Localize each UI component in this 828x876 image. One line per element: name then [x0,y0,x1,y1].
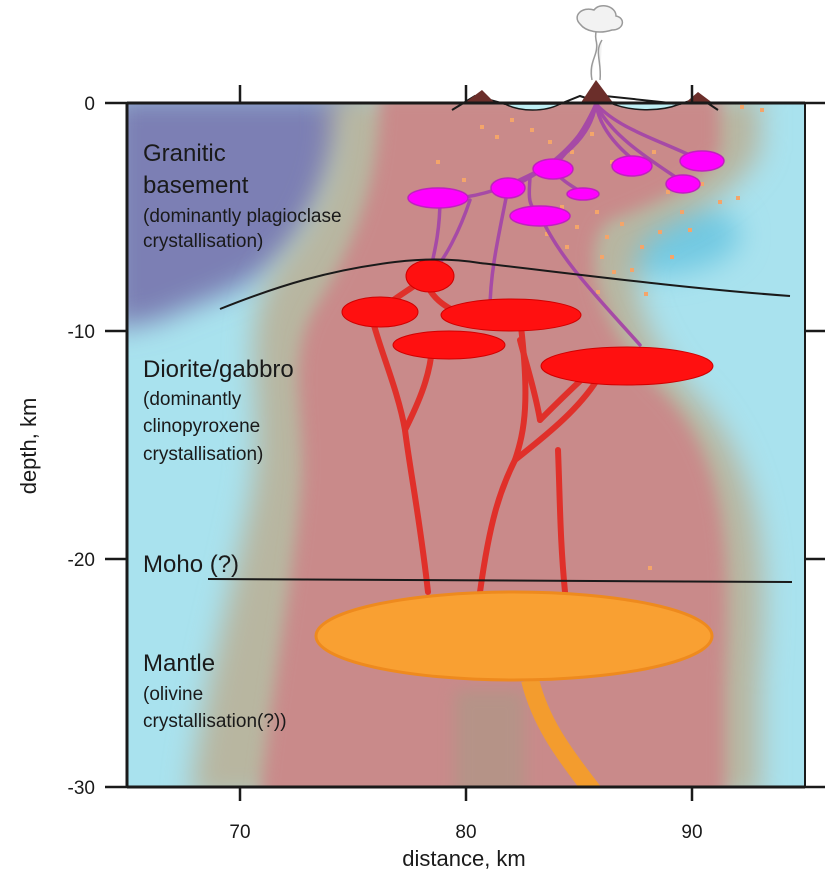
deep-conduit [521,677,602,787]
shallow-reservoir [611,155,653,177]
mantle-note-line2: crystallisation(?)) [143,711,287,732]
shallow-reservoir [509,205,571,227]
x-axis-ticks: 70 80 90 [229,85,703,843]
seismicity-dots [436,105,764,570]
shallow-reservoir [566,187,600,201]
shallow-reservoir [490,177,526,199]
shallow-reservoir [665,174,701,194]
y-tick-label: -20 [68,550,95,571]
y-axis-ticks: 0 -10 -20 -30 [68,94,825,799]
shallow-reservoir [407,187,469,209]
diorite-note-line2: clinopyroxene [143,416,260,437]
x-tick-label: 70 [229,822,250,843]
diorite-gabbro-label: Diorite/gabbro (dominantly clinopyroxene… [143,356,294,465]
mid-reservoir [440,298,582,332]
x-tick-label: 80 [455,822,476,843]
diorite-title: Diorite/gabbro [143,356,294,383]
eruption-plume [576,5,624,81]
diorite-note-line3: crystallisation) [143,444,263,465]
y-tick-label: 0 [84,94,95,115]
granitic-note-line1: (dominantly plagioclase [143,206,342,227]
mid-reservoir [392,330,506,360]
x-tick-label: 90 [681,822,702,843]
mantle-note-line1: (olivine [143,684,203,705]
mid-reservoir [405,259,455,293]
mantle-label: Mantle (olivine crystallisation(?)) [143,650,287,732]
volcano-cones [463,80,714,104]
granitic-basement-label: Granitic basement (dominantly plagioclas… [143,140,342,252]
y-tick-label: -10 [68,322,95,343]
moho-label: Moho (?) [143,551,239,578]
mid-reservoir [540,346,714,386]
granitic-title-line1: Granitic [143,140,226,167]
shallow-reservoirs [407,150,725,227]
mid-reservoirs [341,259,714,386]
y-axis-title: depth, km [16,398,41,495]
y-tick-label: -30 [68,778,95,799]
shallow-reservoir [679,150,725,172]
basement-boundary-line [219,258,791,310]
mantle-title: Mantle [143,650,215,677]
granitic-title-line2: basement [143,172,249,199]
moho-line [207,578,793,583]
shallow-reservoir [532,158,574,180]
mid-reservoir [341,296,419,328]
diorite-note-line1: (dominantly [143,389,242,410]
deep-reservoir [314,590,714,682]
granitic-note-line2: crystallisation) [143,231,263,252]
x-axis-title: distance, km [402,846,526,871]
